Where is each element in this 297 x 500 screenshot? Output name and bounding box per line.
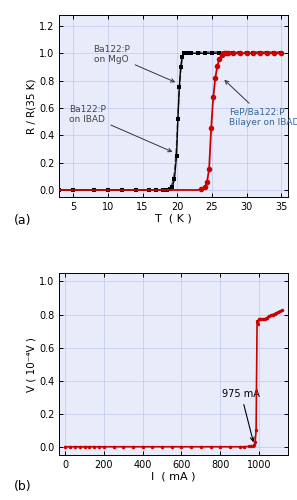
Text: FeP/Ba122:P
Bilayer on IBAD: FeP/Ba122:P Bilayer on IBAD	[225, 80, 297, 128]
Text: Ba122:P
on IBAD: Ba122:P on IBAD	[69, 105, 172, 152]
Text: (b): (b)	[14, 480, 31, 492]
Text: (a): (a)	[14, 214, 31, 227]
Text: 975 mA: 975 mA	[222, 389, 260, 441]
Y-axis label: R / R(35 K): R / R(35 K)	[26, 78, 37, 134]
X-axis label: T  ( K ): T ( K )	[155, 213, 192, 223]
Text: Ba122:P
on MgO: Ba122:P on MgO	[93, 45, 174, 82]
X-axis label: I  ( mA ): I ( mA )	[151, 471, 196, 481]
Y-axis label: V ( 10⁻⁴V ): V ( 10⁻⁴V )	[26, 336, 37, 392]
